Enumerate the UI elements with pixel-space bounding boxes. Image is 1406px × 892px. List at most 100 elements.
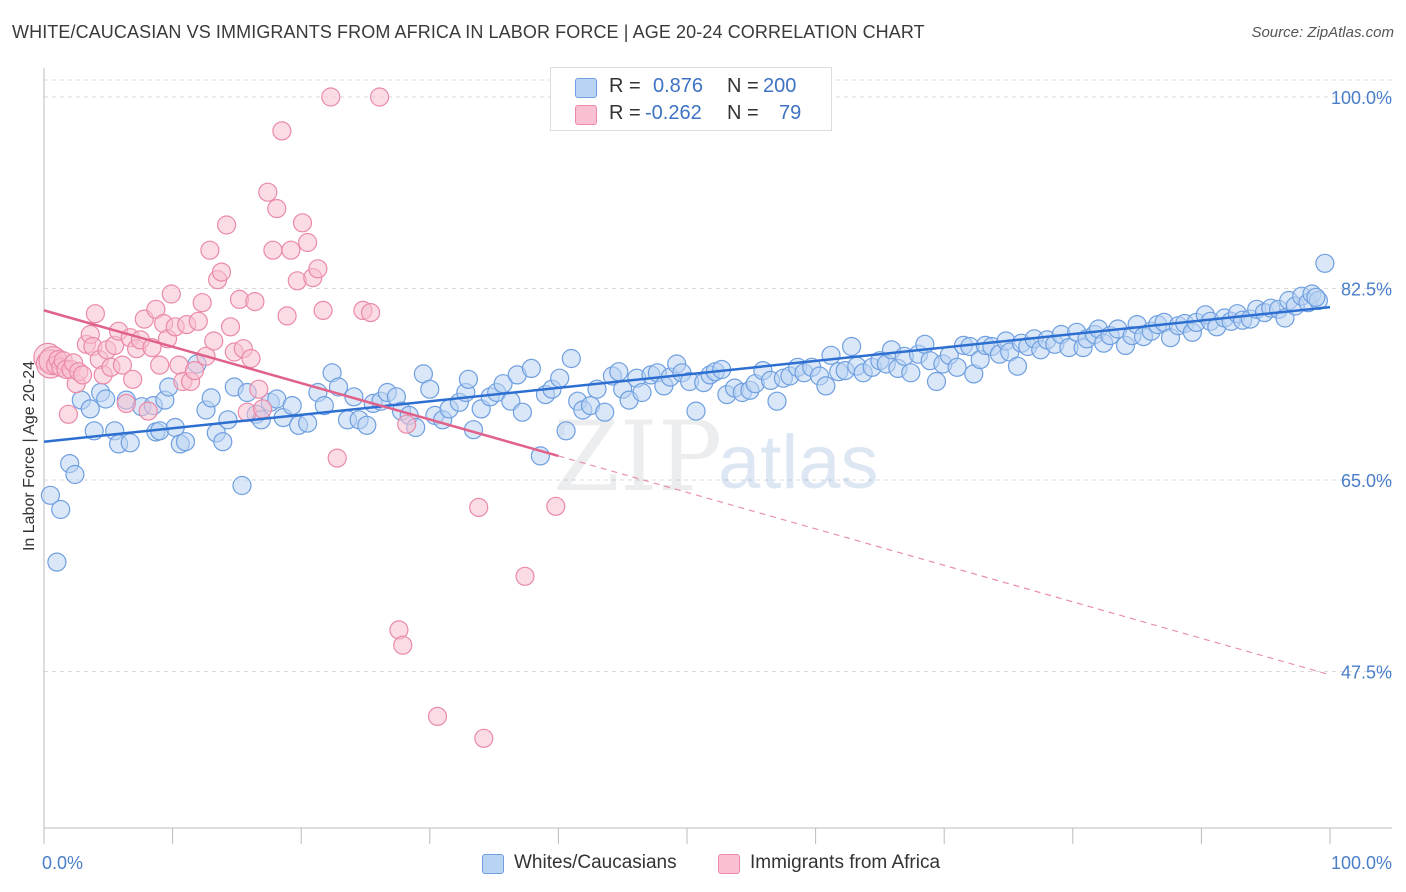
trend-line-whites	[43, 305, 1331, 443]
point-immigrants	[272, 121, 292, 141]
point-immigrants	[253, 399, 273, 419]
point-whites	[201, 388, 221, 408]
point-immigrants	[123, 369, 143, 389]
point-whites	[96, 389, 116, 409]
series-immigrants-points	[33, 87, 566, 748]
point-immigrants	[313, 300, 333, 320]
bottom-legend-swatch-pink	[718, 854, 740, 874]
axes	[43, 68, 1392, 844]
point-whites	[550, 368, 570, 388]
point-whites	[609, 362, 629, 382]
point-immigrants	[267, 199, 287, 219]
point-whites	[314, 396, 334, 416]
y-axis-title: In Labor Force | Age 20-24	[21, 361, 38, 551]
correlation-legend: R = 0.876 N = 200 R = -0.262 N = 79	[550, 67, 832, 131]
point-immigrants	[277, 306, 297, 326]
point-immigrants	[292, 213, 313, 233]
bottom-legend-label-immigrants: Immigrants from Africa	[750, 852, 941, 873]
point-immigrants	[220, 317, 241, 337]
point-immigrants	[321, 87, 341, 107]
point-whites	[40, 485, 61, 505]
point-immigrants	[85, 304, 106, 324]
point-immigrants	[200, 240, 220, 260]
point-whites	[65, 464, 85, 485]
point-whites	[80, 399, 100, 419]
point-immigrants	[327, 448, 347, 468]
point-immigrants	[427, 706, 448, 727]
bottom-legend-label-whites: Whites/Caucasians	[514, 852, 677, 873]
legend-n-label: N =	[727, 102, 759, 124]
point-immigrants	[184, 361, 205, 381]
trend-line-immigrants	[43, 309, 559, 458]
point-whites	[512, 402, 533, 422]
point-whites	[841, 336, 862, 357]
point-immigrants	[515, 566, 535, 586]
point-whites	[458, 369, 478, 389]
point-immigrants	[211, 262, 232, 282]
point-whites	[1306, 287, 1326, 307]
watermark-atlas: atlas	[718, 420, 879, 505]
legend-r-value: 0.876	[653, 75, 704, 97]
legend-r-label: R =	[609, 75, 641, 97]
point-immigrants	[192, 293, 212, 313]
point-immigrants	[241, 348, 261, 369]
point-whites	[120, 433, 140, 453]
legend-swatch-pink	[575, 105, 597, 125]
legend-row-whites: R = 0.876 N = 200	[551, 74, 831, 100]
point-immigrants	[138, 401, 158, 421]
point-whites	[821, 345, 841, 365]
point-immigrants	[217, 215, 237, 235]
point-immigrants	[287, 271, 307, 291]
x-tick-label: 0.0%	[42, 853, 83, 873]
point-immigrants	[116, 393, 136, 413]
point-immigrants	[188, 311, 208, 331]
point-whites	[420, 379, 440, 399]
x-tick-label: 100.0%	[1331, 853, 1392, 873]
point-whites	[213, 432, 233, 452]
point-whites	[767, 391, 787, 411]
point-immigrants	[361, 303, 381, 323]
point-immigrants	[263, 240, 283, 260]
trend-lines	[43, 305, 1331, 676]
point-whites	[561, 348, 581, 369]
point-immigrants	[249, 379, 269, 399]
point-whites	[632, 382, 652, 403]
point-immigrants	[393, 635, 413, 655]
point-whites	[175, 432, 196, 452]
point-immigrants	[298, 232, 318, 253]
point-whites	[357, 415, 377, 435]
point-whites	[47, 552, 67, 572]
point-immigrants	[258, 182, 278, 202]
point-whites	[1315, 253, 1335, 273]
point-whites	[947, 357, 967, 377]
legend-swatch-blue	[575, 78, 597, 98]
point-whites	[521, 358, 542, 378]
chart-source: Source: ZipAtlas.com	[1251, 24, 1394, 41]
point-whites	[816, 376, 836, 396]
legend-n-value: 200	[763, 75, 797, 97]
y-tick-label: 65.0%	[1341, 471, 1392, 491]
point-immigrants	[112, 355, 133, 375]
bottom-legend-swatch-blue	[482, 854, 504, 874]
trend-extension-immigrants	[558, 455, 1331, 676]
point-whites	[686, 401, 706, 421]
point-immigrants	[474, 728, 494, 748]
point-whites	[1007, 356, 1028, 376]
point-whites	[232, 475, 252, 496]
point-whites	[901, 363, 921, 383]
series-whites-points	[40, 253, 1335, 572]
y-tick-label: 47.5%	[1341, 663, 1392, 683]
point-immigrants	[58, 404, 79, 424]
legend-n-value: 79	[779, 102, 802, 124]
legend-row-immigrants: R = -0.262 N = 79	[551, 101, 831, 127]
point-immigrants	[469, 497, 489, 517]
point-immigrants	[281, 240, 301, 260]
point-whites	[282, 396, 302, 416]
point-immigrants	[204, 331, 224, 351]
point-whites	[926, 371, 947, 392]
y-tick-label: 82.5%	[1341, 280, 1392, 300]
point-whites	[595, 402, 615, 422]
point-immigrants	[370, 87, 390, 107]
point-whites	[218, 410, 238, 430]
